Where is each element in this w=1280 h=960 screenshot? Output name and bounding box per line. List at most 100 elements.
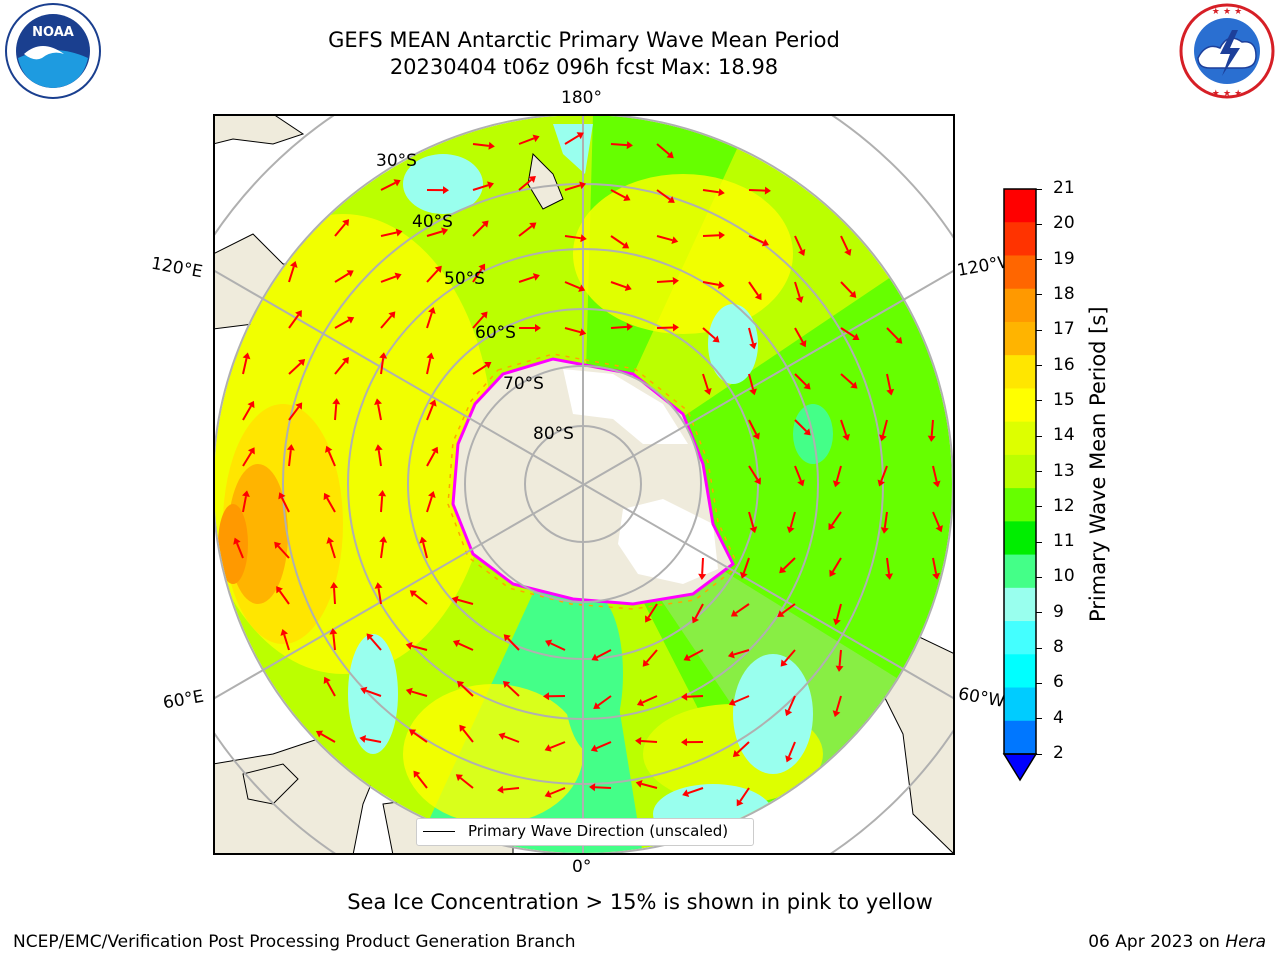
wave-arrow-head: [645, 615, 652, 623]
wave-arrow: [549, 787, 566, 795]
wave-arrow-head: [247, 447, 255, 455]
nws-logo: ★ ★ ★ ★ ★ ★: [1179, 3, 1275, 99]
colorbar-extend-arrow: [1002, 753, 1038, 782]
wave-arrow: [459, 777, 474, 789]
wave-arrow: [594, 786, 612, 789]
wave-arrow-head: [576, 132, 584, 140]
land-new-zealand: [527, 152, 564, 210]
wave-arrow: [610, 143, 628, 147]
wave-arrow: [886, 327, 899, 341]
wave-arrow: [647, 603, 658, 619]
wave-arrow-head: [502, 680, 511, 688]
wave-arrow-head: [488, 141, 495, 150]
wave-arrow-head: [295, 402, 303, 410]
wave-arrow: [518, 137, 535, 145]
wave-arrow: [656, 189, 671, 201]
wave-arrow-head: [698, 573, 707, 580]
svg-text:★ ★ ★: ★ ★ ★: [1212, 89, 1242, 99]
wave-arrow: [748, 373, 755, 390]
wave-arrow: [472, 364, 487, 375]
wave-arrow-head: [799, 340, 807, 348]
sea-ice-note: Sea Ice Concentration > 15% is shown in …: [347, 890, 933, 914]
colorbar-tick-label: 14: [1053, 425, 1075, 446]
wave-arrow: [426, 496, 433, 513]
wave-arrow-head: [886, 388, 895, 396]
wave-arrow-head: [718, 188, 725, 197]
wave-arrow: [881, 419, 888, 436]
wave-arrow: [502, 787, 520, 791]
wave-arrow-head: [434, 265, 442, 273]
wave-arrow-head: [635, 780, 643, 788]
wave-arrow-head: [276, 586, 283, 594]
wave-arrow-head: [895, 336, 903, 344]
colorbar-tick-mark: [1036, 753, 1042, 755]
colorbar-tick-mark: [1036, 576, 1042, 578]
wave-arrow-head: [642, 659, 650, 667]
wave-arrow-head: [636, 698, 645, 707]
wave-arrow: [288, 406, 300, 421]
wave-arrow-head: [480, 311, 488, 319]
wave-arrow: [472, 268, 483, 283]
lon-label-60w: 60°W: [956, 684, 1007, 712]
wave-arrow-head: [749, 526, 758, 534]
wave-arrow: [733, 649, 750, 656]
wave-arrow: [506, 684, 520, 697]
colorbar-tick-mark: [1036, 541, 1042, 543]
wave-arrow: [702, 373, 709, 390]
wave-arrow: [288, 266, 295, 283]
wave-arrow: [550, 642, 566, 651]
wave-arrow: [329, 542, 336, 559]
wave-arrow: [277, 545, 290, 559]
wave-arrow: [702, 189, 719, 194]
wave-arrow: [283, 634, 290, 651]
wave-arrow: [782, 557, 796, 570]
wave-arrow: [426, 404, 434, 421]
wave-arrow-head: [374, 582, 383, 589]
wave-arrow-head: [591, 653, 599, 661]
wave-arrow: [369, 637, 382, 651]
colorbar-tick-mark: [1036, 718, 1042, 720]
colorbar-tick-mark: [1036, 471, 1042, 472]
wave-arrow: [333, 587, 336, 605]
wave-arrow-head: [405, 687, 413, 696]
wave-arrow-head: [497, 785, 504, 794]
map-title: GEFS MEAN Antarctic Primary Wave Mean Pe…: [328, 28, 840, 52]
wave-arrow-head: [833, 618, 841, 626]
lat-label-60s: 60°S: [475, 323, 516, 343]
wave-arrow: [564, 235, 581, 240]
wave-arrow-head: [803, 382, 811, 390]
land-madagascar: [242, 763, 299, 805]
wave-arrow: [288, 314, 300, 329]
wave-arrow-head: [880, 527, 889, 534]
wave-arrow-head: [459, 724, 467, 732]
colorbar-cell: [1004, 687, 1036, 722]
colorbar-tick-mark: [1036, 435, 1042, 437]
wave-arrow: [739, 787, 750, 802]
wave-arrow-head: [408, 729, 417, 737]
wave-arrow: [334, 319, 350, 329]
wave-arrow-head: [754, 292, 762, 301]
wave-arrow-head: [478, 263, 486, 271]
colorbar-tick-mark: [1036, 365, 1042, 367]
wave-arrow-head: [428, 307, 436, 314]
wave-arrow-head: [877, 479, 886, 487]
wave-arrow-head: [849, 290, 857, 298]
wave-arrow-head: [795, 296, 804, 304]
wave-arrow: [426, 312, 433, 329]
wave-arrow: [687, 787, 704, 795]
wave-arrow: [472, 224, 486, 237]
wave-arrow-head: [754, 477, 761, 485]
wave-arrow: [702, 327, 716, 340]
lat-label-30s: 30°S: [376, 151, 417, 171]
colorbar-cell: [1004, 288, 1036, 323]
wave-arrow: [288, 362, 302, 375]
lon-label-120e: 120°E: [149, 253, 205, 283]
wave-arrow-head: [528, 175, 536, 183]
wave-arrow-head: [323, 676, 331, 684]
wave-arrow: [462, 728, 474, 743]
wave-arrow-head: [242, 490, 250, 498]
wave-arrow: [838, 649, 842, 667]
wave-arrow-head: [426, 352, 435, 360]
wave-arrow: [460, 684, 474, 697]
wave-arrow: [332, 633, 336, 651]
